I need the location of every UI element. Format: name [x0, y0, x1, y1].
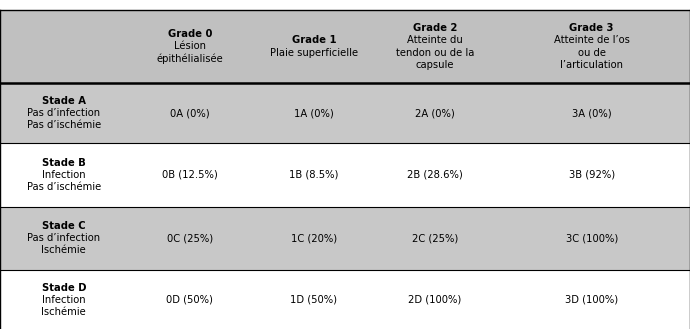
Text: 3B (92%): 3B (92%): [569, 170, 615, 180]
Text: Stade B: Stade B: [42, 158, 86, 168]
Bar: [493, 270, 690, 329]
Bar: [128, 10, 252, 83]
Text: 1A (0%): 1A (0%): [294, 108, 334, 118]
Bar: [376, 10, 493, 83]
Text: 2A (0%): 2A (0%): [415, 108, 455, 118]
Text: Grade 2: Grade 2: [413, 23, 457, 33]
Text: Pas d’ischémie: Pas d’ischémie: [27, 182, 101, 192]
Bar: [128, 270, 252, 329]
Text: Atteinte du: Atteinte du: [407, 35, 462, 45]
Text: capsule: capsule: [415, 60, 454, 70]
Text: 0D (50%): 0D (50%): [166, 295, 213, 305]
Text: 1B (8.5%): 1B (8.5%): [289, 170, 339, 180]
Text: tendon ou de la: tendon ou de la: [395, 47, 474, 58]
Bar: [376, 270, 493, 329]
Text: Infection: Infection: [42, 295, 86, 305]
Text: épithélialisée: épithélialisée: [157, 53, 223, 64]
Text: 2B (28.6%): 2B (28.6%): [407, 170, 462, 180]
Text: Plaie superficielle: Plaie superficielle: [270, 47, 358, 58]
Text: Stade C: Stade C: [42, 221, 86, 231]
Bar: [128, 207, 252, 270]
Text: 2D (100%): 2D (100%): [408, 295, 462, 305]
Text: Stade A: Stade A: [42, 96, 86, 106]
Text: Ischémie: Ischémie: [41, 245, 86, 255]
Text: Atteinte de l’os: Atteinte de l’os: [554, 35, 629, 45]
Text: 3D (100%): 3D (100%): [565, 295, 618, 305]
Text: 2C (25%): 2C (25%): [411, 233, 458, 243]
Text: l’articulation: l’articulation: [560, 60, 623, 70]
Text: Stade D: Stade D: [41, 283, 86, 293]
Bar: [493, 143, 690, 207]
Text: 3A (0%): 3A (0%): [572, 108, 611, 118]
Text: Pas d’ischémie: Pas d’ischémie: [27, 120, 101, 130]
Text: Pas d’infection: Pas d’infection: [28, 233, 100, 243]
Bar: [493, 83, 690, 143]
Bar: [376, 143, 493, 207]
Bar: [493, 207, 690, 270]
Bar: [252, 10, 376, 83]
Text: 1C (20%): 1C (20%): [291, 233, 337, 243]
Text: Grade 1: Grade 1: [292, 35, 336, 45]
Text: Grade 0: Grade 0: [168, 29, 212, 39]
Bar: [252, 207, 376, 270]
Bar: [0, 83, 128, 143]
Bar: [252, 143, 376, 207]
Bar: [493, 10, 690, 83]
Text: Infection: Infection: [42, 170, 86, 180]
Bar: [0, 10, 128, 83]
Bar: [0, 143, 128, 207]
Text: 3C (100%): 3C (100%): [566, 233, 618, 243]
Text: Grade 3: Grade 3: [569, 23, 614, 33]
Bar: [128, 143, 252, 207]
Text: 0B (12.5%): 0B (12.5%): [162, 170, 217, 180]
Bar: [252, 270, 376, 329]
Text: Lésion: Lésion: [174, 41, 206, 51]
Text: Ischémie: Ischémie: [41, 307, 86, 317]
Text: 1D (50%): 1D (50%): [290, 295, 337, 305]
Bar: [128, 83, 252, 143]
Text: 0A (0%): 0A (0%): [170, 108, 210, 118]
Text: Pas d’infection: Pas d’infection: [28, 108, 100, 118]
Bar: [376, 207, 493, 270]
Bar: [376, 83, 493, 143]
Bar: [0, 207, 128, 270]
Bar: [0, 270, 128, 329]
Bar: [252, 83, 376, 143]
Text: ou de: ou de: [578, 47, 606, 58]
Text: 0C (25%): 0C (25%): [167, 233, 213, 243]
